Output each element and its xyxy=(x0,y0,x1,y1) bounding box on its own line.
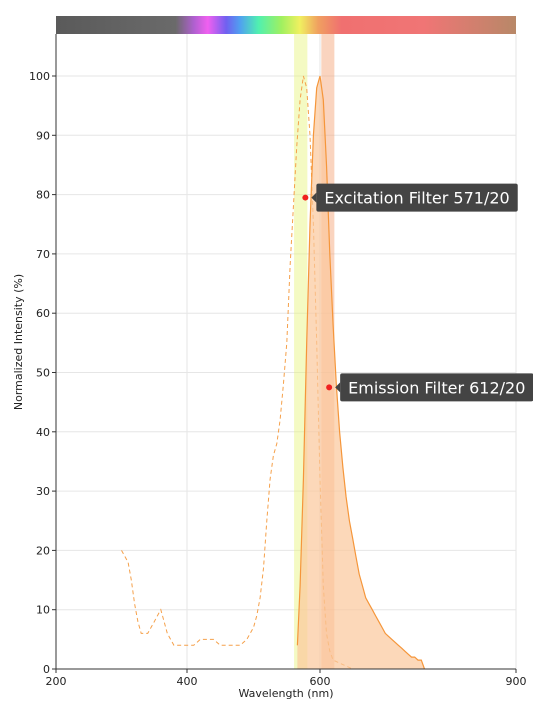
x-axis-title: Wavelength (nm) xyxy=(238,687,333,700)
x-tick-label: 600 xyxy=(310,675,331,688)
y-tick-label: 0 xyxy=(43,663,50,676)
x-tick-label: 200 xyxy=(46,675,67,688)
filter-annotations: Excitation Filter 571/20 Emission Filter … xyxy=(302,183,533,402)
excitation-spectrum-line xyxy=(121,75,353,670)
excitation-filter-tooltip-box xyxy=(316,183,518,212)
emission-filter-tooltip: Emission Filter 612/20 xyxy=(335,373,533,402)
x-tick-label: 900 xyxy=(506,675,527,688)
y-tick-label: 70 xyxy=(36,248,50,261)
emission-filter-tooltip-arrow xyxy=(335,382,341,393)
emission-filter-marker xyxy=(326,384,333,391)
spectrum-series xyxy=(121,75,426,670)
y-tick-label: 50 xyxy=(36,367,50,380)
excitation-filter-tooltip-arrow xyxy=(311,192,317,203)
excitation-filter-marker xyxy=(302,194,309,201)
grid-lines xyxy=(55,34,517,670)
excitation-filter-tooltip: Excitation Filter 571/20 xyxy=(311,183,518,212)
spectrum-color-bar xyxy=(56,16,516,34)
emission-spectrum-line xyxy=(296,75,426,670)
emission-spectrum-area xyxy=(297,76,425,669)
y-tick-label: 90 xyxy=(36,129,50,142)
y-tick-label: 30 xyxy=(36,485,50,498)
y-tick-label: 40 xyxy=(36,426,50,439)
excitation-filter-label: Excitation Filter 571/20 xyxy=(324,189,509,208)
y-axis-title: Normalized Intensity (%) xyxy=(12,274,25,410)
y-tick-label: 10 xyxy=(36,604,50,617)
emission-filter-label: Emission Filter 612/20 xyxy=(348,378,525,397)
y-tick-label: 100 xyxy=(29,70,50,83)
axes xyxy=(55,34,516,670)
y-tick-label: 80 xyxy=(36,189,50,202)
emission-filter-tooltip-box xyxy=(340,373,533,402)
y-tick-label: 60 xyxy=(36,307,50,320)
x-tick-label: 400 xyxy=(177,675,198,688)
y-tick-label: 20 xyxy=(36,544,50,557)
tick-labels: 200 400 600 900 0 10 20 30 40 50 60 70 80 90 100 xyxy=(29,70,527,688)
